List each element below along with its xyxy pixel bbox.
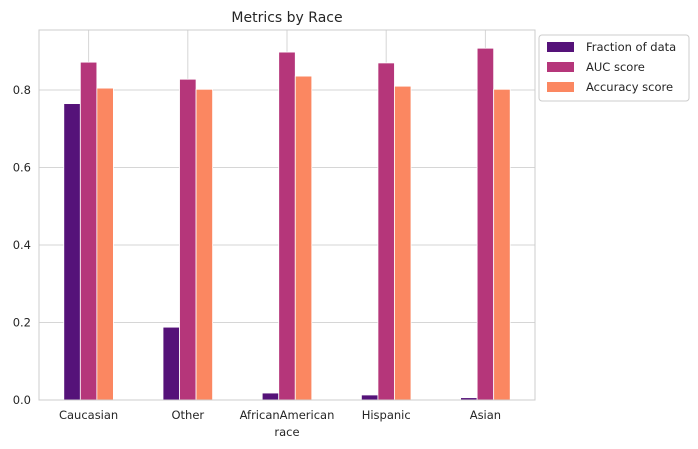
x-tick-label: Asian	[470, 408, 501, 422]
bars	[63, 47, 511, 401]
bar-auc-score-africanamerican	[278, 51, 296, 401]
bar-auc-score-caucasian	[79, 61, 98, 401]
legend-label: AUC score	[586, 60, 645, 74]
bar-fraction-of-data-other	[162, 326, 180, 401]
x-tick-label: Other	[171, 408, 204, 422]
bar-accuracy-score-africanamerican	[294, 75, 313, 401]
bar-fraction-of-data-hispanic	[360, 394, 379, 401]
bar-accuracy-score-asian	[493, 88, 511, 401]
x-tick-labels: Caucasian Other AfricanAmerican Hispanic Asi…	[59, 408, 501, 422]
legend: Fraction of data AUC score Accuracy score	[538, 34, 690, 102]
plot-frame	[38, 29, 536, 401]
bar-fraction-of-data-caucasian	[63, 103, 81, 401]
y-tick-label: 0.6	[13, 161, 31, 175]
y-tick-label: 0.8	[13, 83, 31, 97]
legend-swatch	[547, 82, 574, 92]
bar-accuracy-score-other	[195, 88, 213, 401]
legend-swatch	[547, 62, 574, 72]
x-axis-label: race	[274, 425, 299, 439]
legend-label: Fraction of data	[586, 40, 676, 54]
bar-fraction-of-data-africanamerican	[261, 392, 280, 401]
x-tick-label: Hispanic	[362, 408, 411, 422]
y-tick-label: 0.2	[13, 316, 31, 330]
bar-accuracy-score-hispanic	[394, 85, 412, 401]
bar-auc-score-other	[179, 78, 197, 401]
legend-frame	[538, 34, 690, 102]
x-tick-label: AfricanAmerican	[240, 408, 335, 422]
x-tick-label: Caucasian	[59, 408, 118, 422]
bar-auc-score-asian	[476, 47, 495, 401]
y-tick-label: 0.4	[13, 238, 31, 252]
chart-title: Metrics by Race	[231, 10, 342, 26]
legend-label: Accuracy score	[586, 80, 673, 94]
y-tick-label: 0.0	[13, 393, 31, 407]
y-tick-labels: 0.0 0.2 0.4 0.6 0.8	[13, 83, 31, 407]
bar-accuracy-score-caucasian	[96, 87, 114, 401]
bar-auc-score-hispanic	[377, 62, 395, 401]
legend-swatch	[547, 42, 574, 52]
